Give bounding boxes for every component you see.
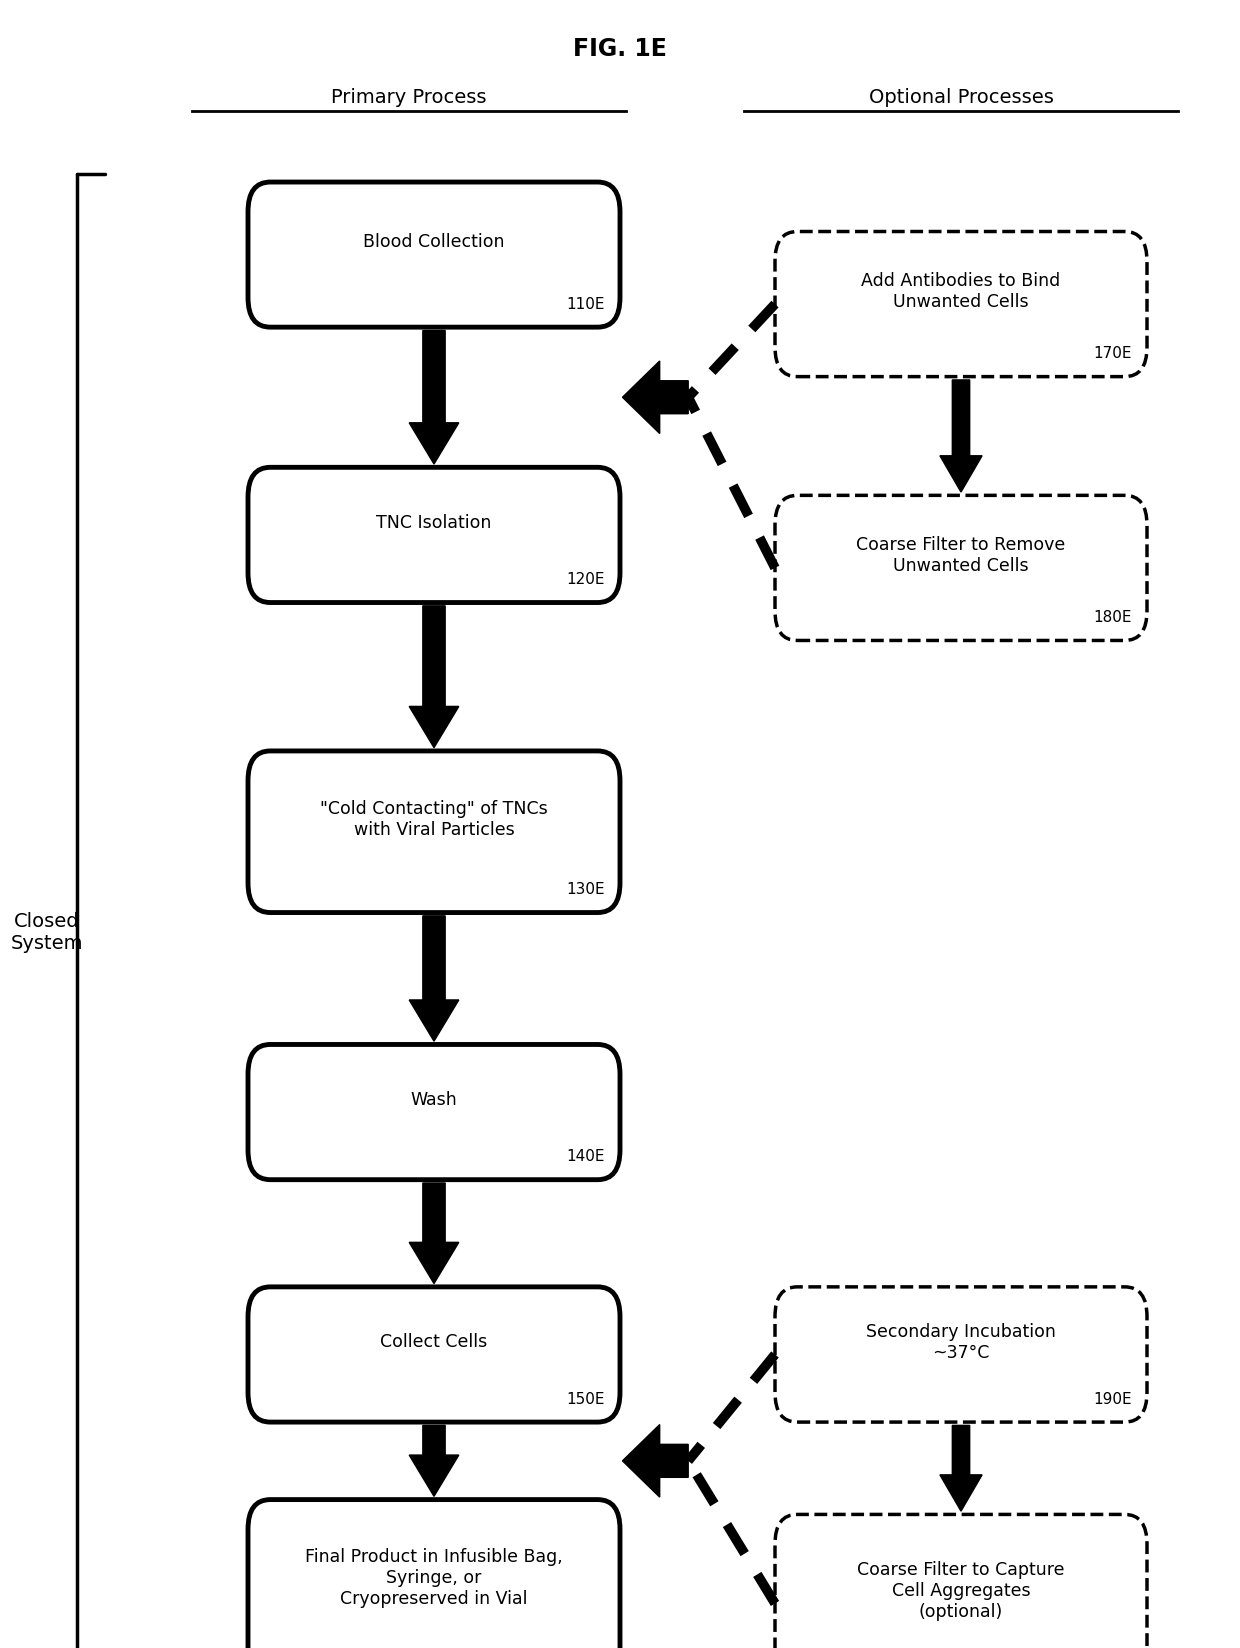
Text: 150E: 150E: [567, 1391, 605, 1406]
FancyArrow shape: [409, 1426, 459, 1496]
Text: 120E: 120E: [567, 572, 605, 587]
FancyBboxPatch shape: [248, 751, 620, 913]
Text: Blood Collection: Blood Collection: [363, 234, 505, 250]
FancyArrow shape: [409, 1183, 459, 1284]
FancyArrow shape: [409, 331, 459, 465]
FancyArrow shape: [622, 363, 688, 435]
FancyBboxPatch shape: [775, 1287, 1147, 1422]
Text: FIG. 1E: FIG. 1E: [573, 38, 667, 61]
FancyBboxPatch shape: [248, 1287, 620, 1422]
FancyBboxPatch shape: [775, 1515, 1147, 1648]
FancyBboxPatch shape: [248, 183, 620, 328]
Text: Collect Cells: Collect Cells: [381, 1333, 487, 1350]
FancyBboxPatch shape: [775, 232, 1147, 377]
FancyArrow shape: [622, 1424, 688, 1496]
FancyArrow shape: [940, 381, 982, 493]
Text: Coarse Filter to Capture
Cell Aggregates
(optional): Coarse Filter to Capture Cell Aggregates…: [857, 1561, 1065, 1620]
Text: Primary Process: Primary Process: [331, 87, 487, 107]
Text: 180E: 180E: [1094, 610, 1132, 625]
Text: Closed
System: Closed System: [11, 911, 83, 953]
Text: 110E: 110E: [567, 297, 605, 311]
Text: 130E: 130E: [567, 882, 605, 897]
Text: TNC Isolation: TNC Isolation: [376, 514, 492, 531]
Text: "Cold Contacting" of TNCs
with Viral Particles: "Cold Contacting" of TNCs with Viral Par…: [320, 799, 548, 839]
Text: Wash: Wash: [410, 1091, 458, 1107]
Text: 140E: 140E: [567, 1149, 605, 1163]
FancyArrow shape: [940, 1426, 982, 1511]
FancyBboxPatch shape: [248, 1045, 620, 1180]
FancyBboxPatch shape: [775, 496, 1147, 641]
FancyBboxPatch shape: [248, 1500, 620, 1648]
Text: Final Product in Infusible Bag,
Syringe, or
Cryopreserved in Vial: Final Product in Infusible Bag, Syringe,…: [305, 1547, 563, 1607]
FancyBboxPatch shape: [248, 468, 620, 603]
Text: Coarse Filter to Remove
Unwanted Cells: Coarse Filter to Remove Unwanted Cells: [857, 536, 1065, 575]
FancyArrow shape: [409, 916, 459, 1042]
Text: 190E: 190E: [1094, 1391, 1132, 1406]
Text: 170E: 170E: [1094, 346, 1132, 361]
FancyArrow shape: [409, 606, 459, 748]
Text: Secondary Incubation
~37°C: Secondary Incubation ~37°C: [866, 1322, 1056, 1361]
Text: Add Antibodies to Bind
Unwanted Cells: Add Antibodies to Bind Unwanted Cells: [862, 272, 1060, 311]
Text: Optional Processes: Optional Processes: [868, 87, 1054, 107]
